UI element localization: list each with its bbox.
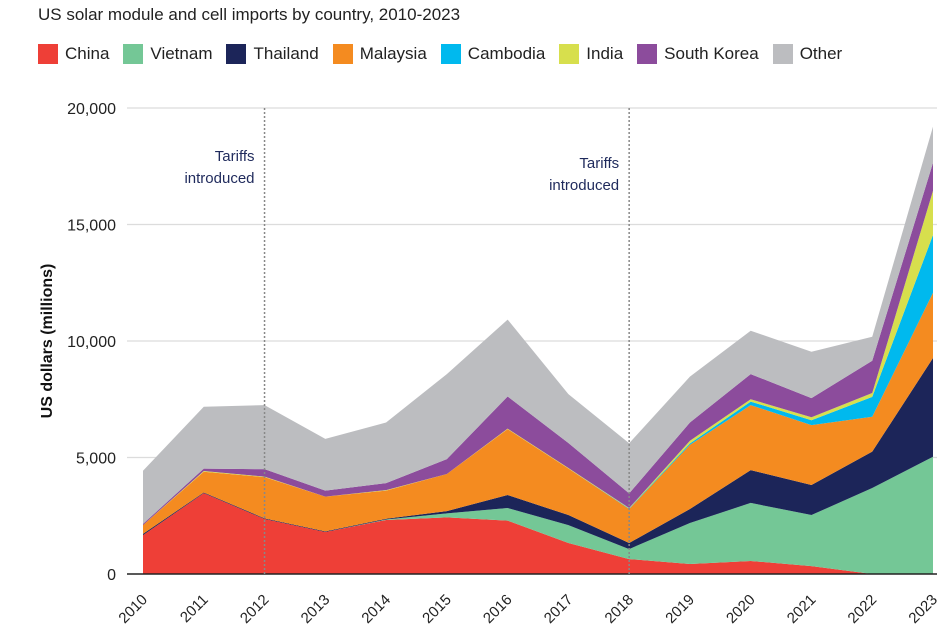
y-tick-label: 20,000 <box>67 101 116 118</box>
tariff-annotation: introduced <box>549 177 619 194</box>
y-tick-label: 15,000 <box>67 218 116 235</box>
legend-swatch <box>559 44 580 64</box>
area-china <box>143 493 933 574</box>
legend-swatch <box>440 44 461 64</box>
legend-label: Vietnam <box>150 44 213 63</box>
legend-item-cambodia: Cambodia <box>440 44 546 64</box>
area-thailand <box>143 358 933 550</box>
x-tick-label: 2023 <box>905 591 941 627</box>
x-tick-label: 2010 <box>115 591 151 627</box>
legend-item-india: India <box>559 44 623 64</box>
legend-swatch <box>332 44 353 64</box>
legend-swatch <box>123 44 144 64</box>
legend-label: Thailand <box>253 44 319 63</box>
legend: China Vietnam Thailand Malaysia Cambodia Indi… <box>38 44 856 64</box>
x-tick-label: 2012 <box>237 591 273 627</box>
x-tick-label: 2014 <box>358 591 394 627</box>
legend-item-south-korea: South Korea <box>637 44 759 64</box>
legend-item-china: China <box>38 44 109 64</box>
x-tick-label: 2017 <box>541 591 577 627</box>
legend-swatch <box>38 44 58 64</box>
area-malaysia <box>143 292 933 544</box>
x-tick-label: 2019 <box>662 591 698 627</box>
x-tick-label: 2016 <box>480 591 516 627</box>
legend-item-other: Other <box>772 44 843 64</box>
legend-label: China <box>65 44 110 63</box>
x-tick-label: 2021 <box>784 591 820 627</box>
legend-label: Malaysia <box>359 44 427 63</box>
x-tick-label: 2013 <box>298 591 334 627</box>
y-tick-label: 10,000 <box>67 334 116 351</box>
tariff-annotation: introduced <box>184 170 254 187</box>
legend-label: India <box>586 44 624 63</box>
chart-title: US solar module and cell imports by coun… <box>38 5 461 24</box>
legend-label: Other <box>799 44 843 63</box>
y-tick-label: 0 <box>107 567 116 584</box>
x-tick-label: 2015 <box>419 591 455 627</box>
y-tick-label: 5,000 <box>76 451 116 468</box>
legend-label: Cambodia <box>467 44 546 63</box>
legend-swatch <box>226 44 247 64</box>
y-axis-label: US dollars (millions) <box>39 264 56 419</box>
legend-item-thailand: Thailand <box>226 44 319 64</box>
tariff-annotation: Tariffs <box>215 148 255 165</box>
legend-item-vietnam: Vietnam <box>123 44 212 64</box>
x-tick-label: 2022 <box>845 591 881 627</box>
area-vietnam <box>143 456 933 574</box>
x-tick-label: 2011 <box>177 591 212 626</box>
legend-swatch <box>637 44 658 64</box>
x-tick-label: 2020 <box>723 591 759 627</box>
legend-item-malaysia: Malaysia <box>332 44 427 64</box>
tariff-annotation: Tariffs <box>579 155 619 172</box>
legend-swatch <box>772 44 793 64</box>
legend-label: South Korea <box>664 44 759 63</box>
x-tick-label: 2018 <box>602 591 638 627</box>
